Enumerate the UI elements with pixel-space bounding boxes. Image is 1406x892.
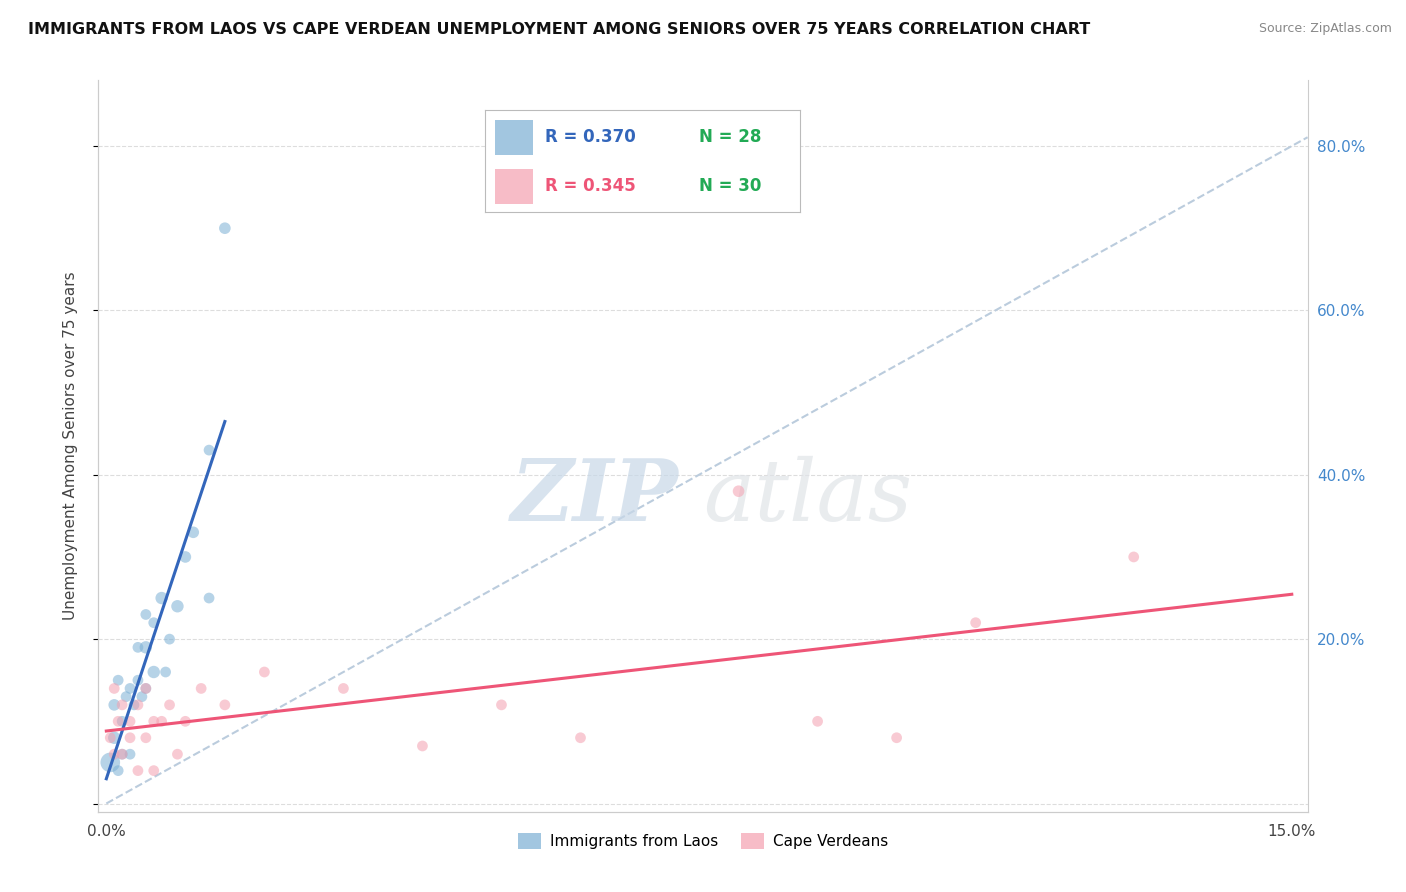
Point xyxy=(214,221,236,235)
Point xyxy=(127,640,149,655)
Point xyxy=(111,747,134,762)
Point xyxy=(98,756,121,770)
Point xyxy=(103,698,125,712)
Point xyxy=(886,731,908,745)
Point xyxy=(107,714,129,729)
Point xyxy=(411,739,433,753)
Point xyxy=(166,599,188,614)
Point xyxy=(111,747,134,762)
Legend: Immigrants from Laos, Cape Verdeans: Immigrants from Laos, Cape Verdeans xyxy=(512,827,894,855)
Text: IMMIGRANTS FROM LAOS VS CAPE VERDEAN UNEMPLOYMENT AMONG SENIORS OVER 75 YEARS CO: IMMIGRANTS FROM LAOS VS CAPE VERDEAN UNE… xyxy=(28,22,1091,37)
Point xyxy=(118,731,141,745)
Point xyxy=(135,681,157,696)
Point xyxy=(569,731,592,745)
Point xyxy=(127,698,149,712)
Point xyxy=(142,665,165,679)
Point xyxy=(98,731,121,745)
Text: atlas: atlas xyxy=(703,456,912,539)
Point xyxy=(118,714,141,729)
Point xyxy=(965,615,987,630)
Point xyxy=(103,747,125,762)
Y-axis label: Unemployment Among Seniors over 75 years: Unemployment Among Seniors over 75 years xyxy=(63,272,77,620)
Point xyxy=(127,764,149,778)
Point xyxy=(214,698,236,712)
Point xyxy=(107,764,129,778)
Point xyxy=(135,681,157,696)
Point xyxy=(174,549,197,564)
Point xyxy=(135,640,157,655)
Point xyxy=(198,443,221,458)
Point xyxy=(807,714,830,729)
Point xyxy=(727,484,749,499)
Point xyxy=(107,673,129,688)
Point xyxy=(174,714,197,729)
Point xyxy=(181,525,204,540)
Point xyxy=(118,747,141,762)
Point xyxy=(131,690,153,704)
Point xyxy=(1122,549,1144,564)
Point xyxy=(142,615,165,630)
Point xyxy=(150,591,173,605)
Point xyxy=(159,698,181,712)
Point xyxy=(111,714,134,729)
Text: Source: ZipAtlas.com: Source: ZipAtlas.com xyxy=(1258,22,1392,36)
Point xyxy=(190,681,212,696)
Point xyxy=(155,665,177,679)
Text: ZIP: ZIP xyxy=(510,456,679,539)
Point xyxy=(103,681,125,696)
Point xyxy=(127,673,149,688)
Point xyxy=(135,731,157,745)
Point xyxy=(103,731,125,745)
Point xyxy=(115,690,138,704)
Point xyxy=(491,698,513,712)
Point xyxy=(118,681,141,696)
Point xyxy=(135,607,157,622)
Point xyxy=(332,681,354,696)
Point xyxy=(198,591,221,605)
Point xyxy=(159,632,181,647)
Point xyxy=(142,764,165,778)
Point xyxy=(142,714,165,729)
Point xyxy=(253,665,276,679)
Point xyxy=(122,698,145,712)
Point xyxy=(166,747,188,762)
Point xyxy=(111,698,134,712)
Point xyxy=(150,714,173,729)
